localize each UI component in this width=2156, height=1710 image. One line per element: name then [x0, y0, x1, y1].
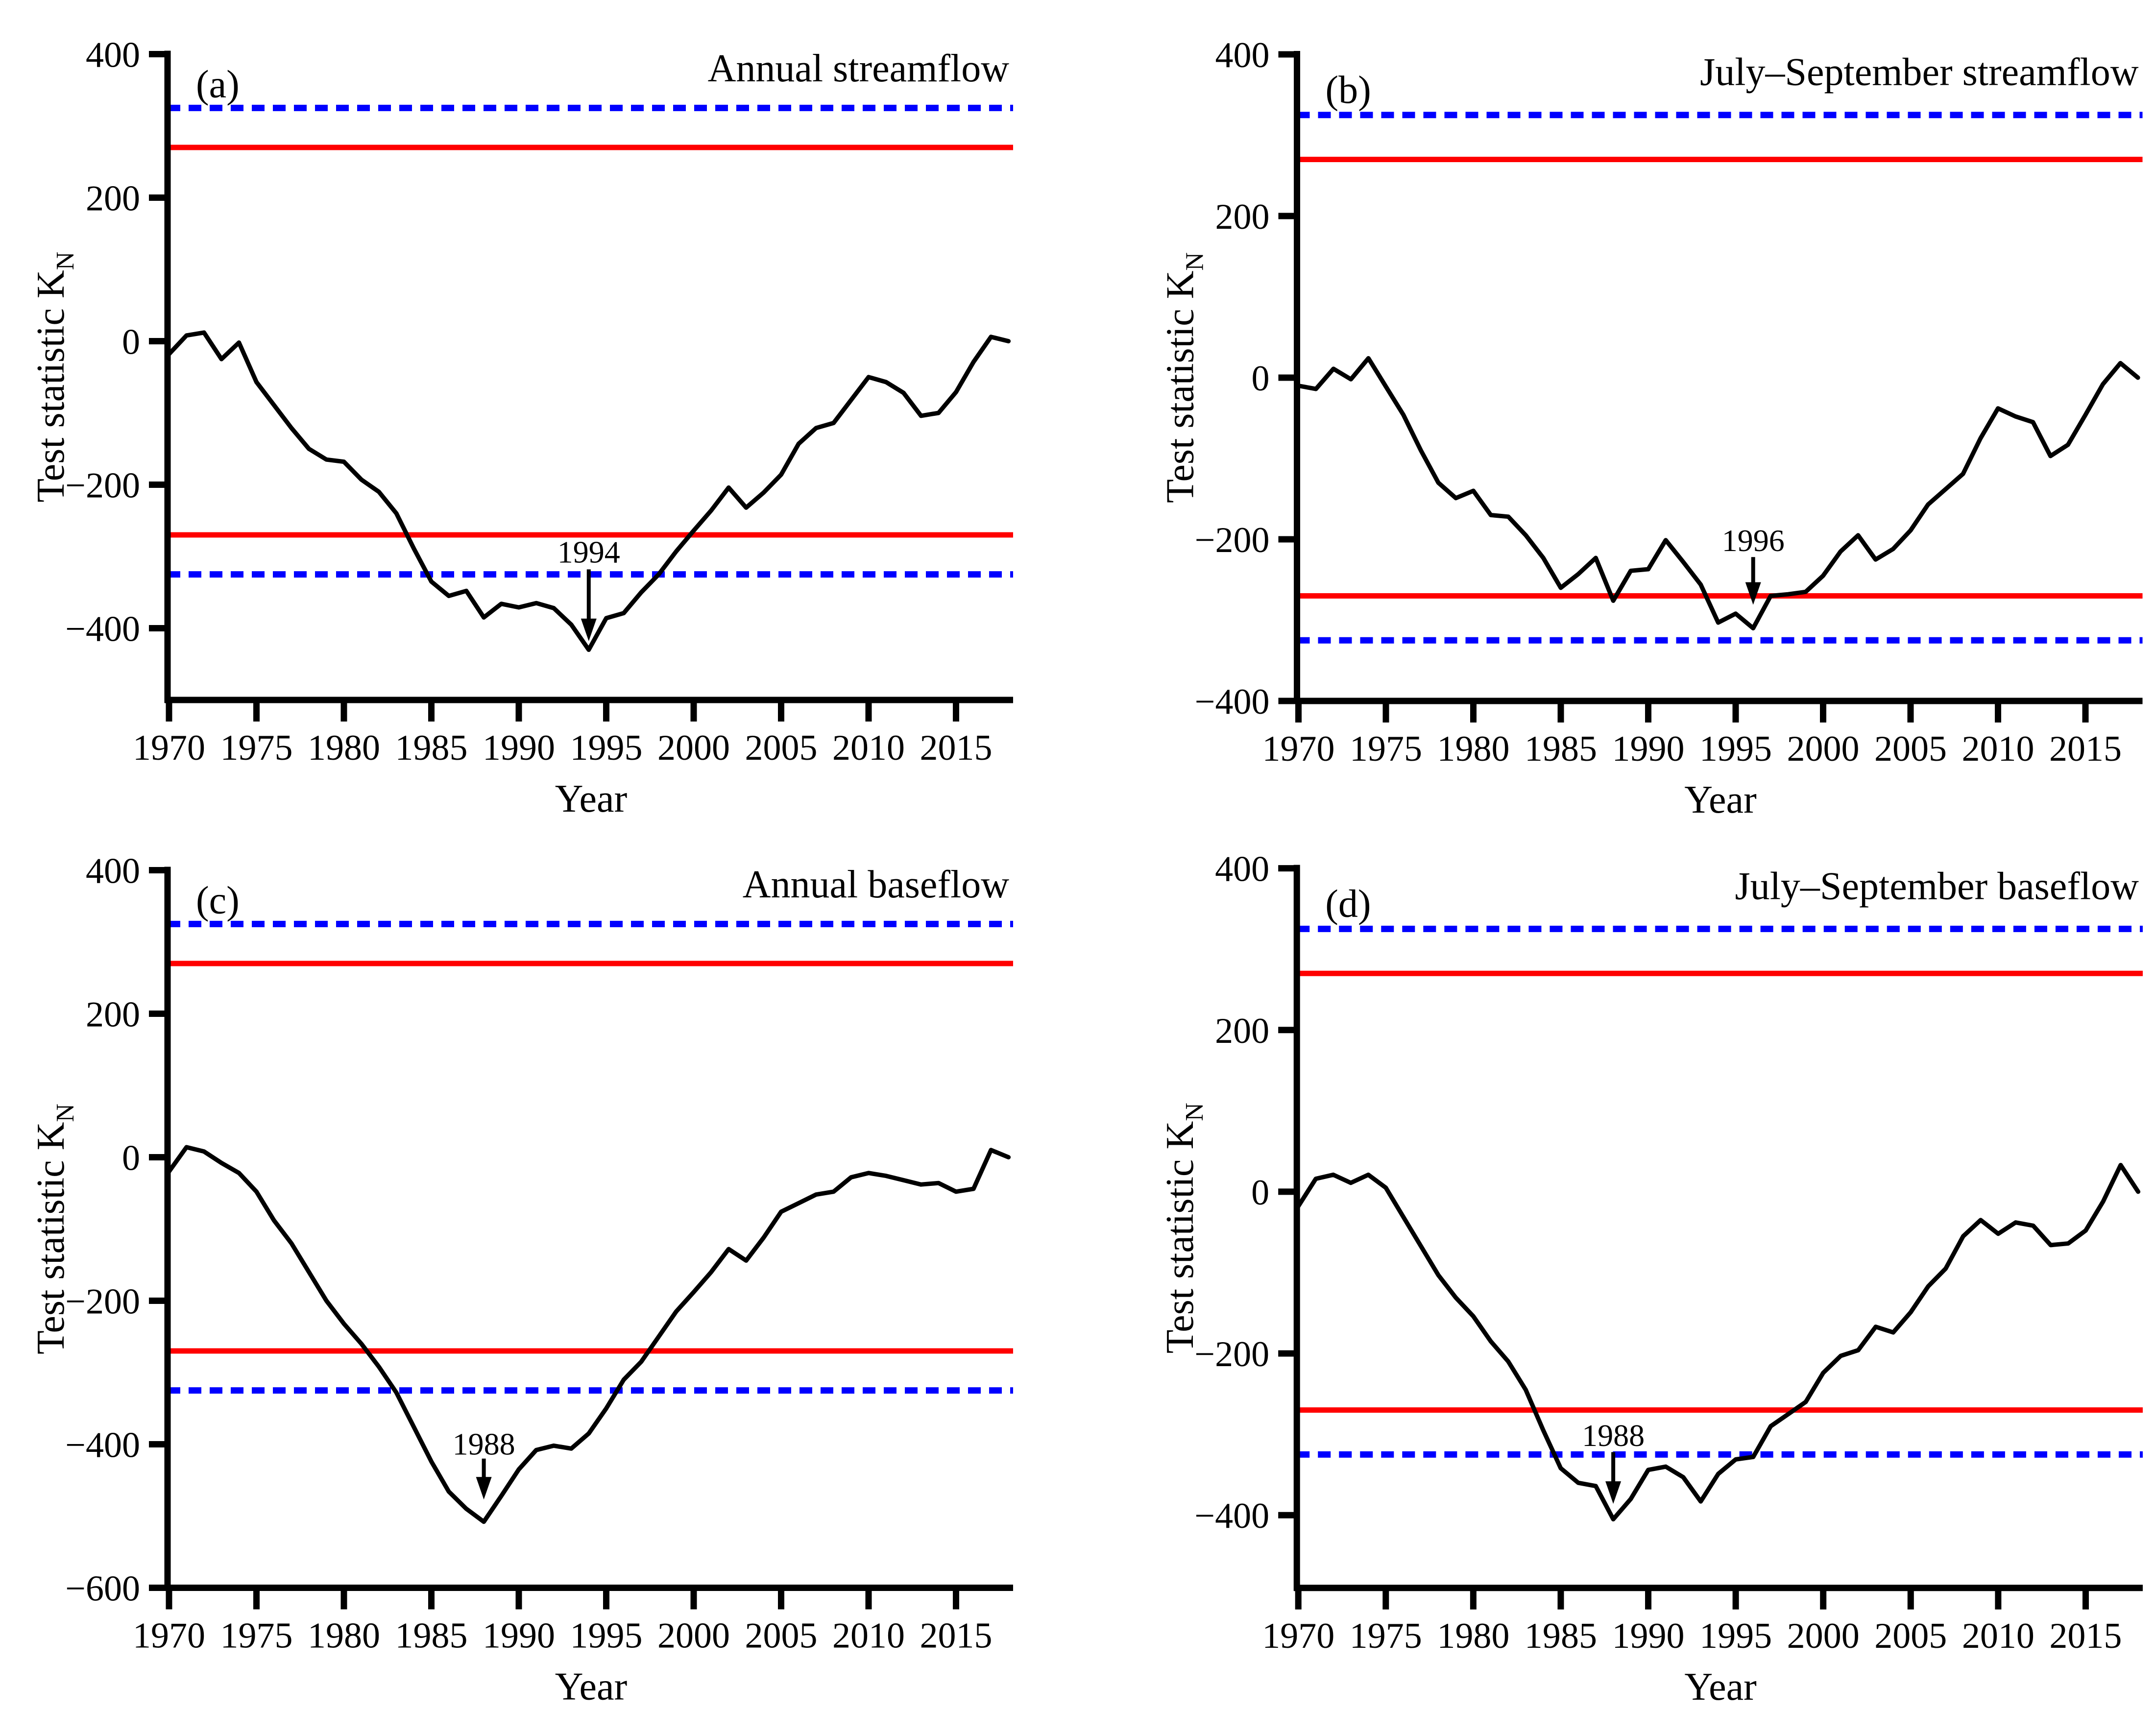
- x-tick-label: 1990: [1612, 729, 1685, 769]
- y-tick-label: 200: [1215, 1011, 1269, 1051]
- panel-july-september-streamflow: 400 200 0 −200 −400 1970 1975 1980 1985 1990 1995 2…: [1078, 0, 2156, 855]
- change-point-arrow-head-icon: [1745, 582, 1761, 605]
- y-tick-label: −200: [65, 1282, 140, 1322]
- test-statistic-series-line: [167, 330, 1011, 652]
- panel-title: July–September baseflow: [1735, 865, 2139, 908]
- y-tick-label: 400: [1215, 35, 1270, 75]
- x-tick-label: 2005: [1874, 729, 1947, 769]
- x-tick-label: 1975: [1350, 1616, 1422, 1656]
- x-axis-title: Year: [555, 777, 627, 820]
- panel-july-september-baseflow: 400 200 0 −200 −400 1970 1975 1980 1985 1990 1995 2…: [1078, 855, 2156, 1710]
- y-tick-label: 200: [1215, 197, 1270, 237]
- x-tick-label: 1985: [1525, 729, 1597, 769]
- x-tick-label: 1990: [483, 728, 555, 768]
- panel-letter: (c): [196, 879, 240, 922]
- x-tick-label: 1985: [1525, 1616, 1597, 1656]
- panel-title: Annual baseflow: [743, 863, 1010, 906]
- panel-letter: (d): [1325, 883, 1371, 926]
- x-tick-label: 1985: [395, 1616, 468, 1656]
- x-tick-label: 1990: [1612, 1616, 1685, 1656]
- y-tick-label: 200: [86, 995, 140, 1035]
- y-tick-label: 0: [1252, 359, 1270, 399]
- x-tick-label: 2000: [657, 1616, 730, 1656]
- x-tick-label: 1975: [220, 728, 293, 768]
- x-axis-title: Year: [555, 1665, 627, 1709]
- y-axis-title: Test statistic KN: [29, 1104, 79, 1354]
- x-tick-label: 2000: [657, 728, 730, 768]
- x-tick-label: 2010: [832, 1616, 905, 1656]
- x-tick-label: 1975: [220, 1616, 293, 1656]
- panel-title: July–September streamflow: [1700, 51, 2139, 94]
- x-axis-title: Year: [1684, 1665, 1756, 1709]
- x-tick-label: 1980: [308, 1616, 380, 1656]
- y-tick-label: −400: [65, 609, 140, 650]
- x-axis-title: Year: [1684, 778, 1756, 821]
- x-tick-label: 1980: [308, 728, 380, 768]
- x-tick-label: 1980: [1437, 1616, 1509, 1656]
- x-tick-label: 2015: [920, 1616, 993, 1656]
- y-tick-label: −400: [1194, 1496, 1269, 1536]
- x-tick-label: 2000: [1787, 729, 1860, 769]
- x-tick-label: 1970: [1262, 1616, 1334, 1656]
- x-tick-label: 1990: [483, 1616, 555, 1656]
- x-tick-label: 2015: [920, 728, 993, 768]
- y-tick-label: −400: [65, 1425, 140, 1466]
- y-tick-label: 200: [86, 179, 140, 219]
- x-tick-label: 2005: [745, 1616, 818, 1656]
- y-tick-label: 0: [122, 322, 140, 362]
- y-tick-label: 0: [122, 1138, 140, 1179]
- x-tick-label: 2005: [745, 728, 818, 768]
- x-tick-label: 2010: [1962, 1616, 2035, 1656]
- change-point-arrow-head-icon: [1605, 1481, 1622, 1504]
- x-tick-label: 1995: [1699, 729, 1772, 769]
- change-point-year-label: 1988: [1582, 1418, 1645, 1453]
- panel-annual-streamflow: 400 200 0 −200 −400 1970 1975 1980 1985 1990 1995 2…: [0, 0, 1078, 855]
- x-tick-label: 2005: [1874, 1616, 1947, 1656]
- x-tick-label: 1970: [1262, 729, 1335, 769]
- y-tick-label: −200: [1194, 1334, 1269, 1374]
- x-tick-label: 1995: [570, 1616, 643, 1656]
- y-tick-label: −600: [65, 1569, 140, 1609]
- panel-title: Annual streamflow: [708, 47, 1010, 90]
- test-statistic-series-line: [167, 1145, 1011, 1524]
- x-tick-label: 1985: [395, 728, 468, 768]
- x-tick-label: 1970: [133, 1616, 205, 1656]
- x-tick-label: 2010: [1962, 729, 2035, 769]
- test-statistic-series-line: [1296, 356, 2140, 630]
- panel-letter: (b): [1326, 69, 1371, 112]
- change-point-year-label: 1996: [1722, 523, 1785, 558]
- panel-annual-baseflow: 400 200 0 −200 −400 −600 1970 1975 1980 1985 1990 1…: [0, 855, 1078, 1710]
- y-axis-title: Test statistic KN: [29, 252, 79, 503]
- y-tick-label: −400: [1195, 682, 1270, 722]
- panel-letter: (a): [196, 63, 240, 106]
- change-point-arrow-head-icon: [476, 1477, 492, 1500]
- y-tick-label: 400: [1215, 855, 1269, 890]
- change-point-arrow-head-icon: [581, 618, 597, 641]
- x-tick-label: 2010: [832, 728, 905, 768]
- change-point-year-label: 1994: [557, 534, 620, 569]
- x-tick-label: 1995: [570, 728, 643, 768]
- x-tick-label: 1980: [1437, 729, 1510, 769]
- change-point-year-label: 1988: [453, 1427, 515, 1462]
- x-tick-label: 1975: [1350, 729, 1422, 769]
- x-tick-label: 1970: [133, 728, 205, 768]
- y-tick-label: −200: [65, 466, 140, 506]
- y-tick-label: 400: [86, 35, 140, 75]
- y-axis-title: Test statistic KN: [1159, 1103, 1209, 1353]
- y-axis-title: Test statistic KN: [1159, 252, 1209, 503]
- y-tick-label: 400: [86, 855, 140, 891]
- x-tick-label: 2000: [1787, 1616, 1860, 1656]
- x-tick-label: 2015: [2049, 729, 2122, 769]
- y-tick-label: −200: [1195, 520, 1270, 560]
- test-statistic-series-line: [1296, 1162, 2141, 1522]
- x-tick-label: 1995: [1699, 1616, 1772, 1656]
- y-tick-label: 0: [1251, 1173, 1269, 1213]
- x-tick-label: 2015: [2049, 1616, 2122, 1656]
